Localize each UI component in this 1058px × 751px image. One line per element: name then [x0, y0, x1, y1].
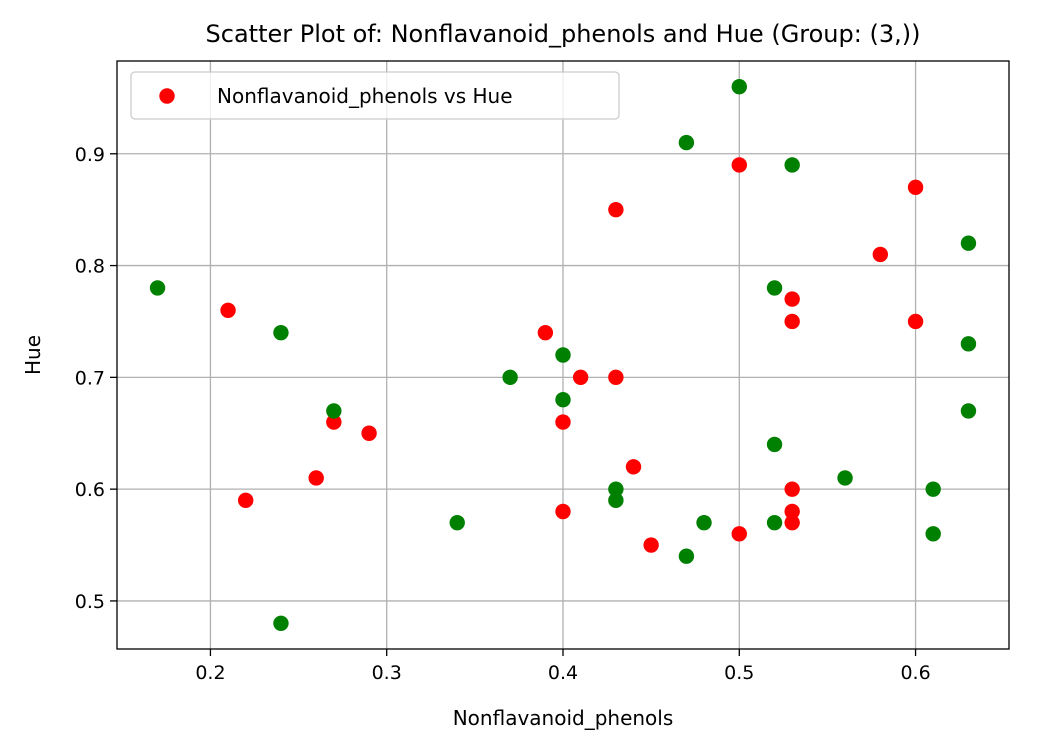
data-point-series-2 — [766, 436, 783, 453]
data-point-series-2 — [608, 492, 624, 509]
data-point-series-2 — [449, 514, 465, 531]
data-point-series-1 — [907, 179, 924, 196]
data-point-series-2 — [925, 481, 941, 497]
data-point-series-2 — [149, 280, 166, 296]
data-point-series-1 — [326, 414, 342, 430]
data-point-series-2 — [731, 79, 747, 95]
legend: Nonflavanoid_phenols vs Hue — [130, 71, 620, 120]
data-point-series-1 — [220, 302, 236, 318]
data-point-series-1 — [784, 313, 800, 330]
data-point-series-2 — [960, 336, 977, 352]
x-axis-label: Nonflavanoid_phenols — [453, 706, 674, 730]
chart-title: Scatter Plot of: Nonflavanoid_phenols an… — [206, 20, 921, 48]
data-point-series-2 — [960, 403, 977, 419]
x-tick-label: 0.2 — [195, 662, 225, 684]
data-point-series-1 — [784, 481, 800, 497]
data-point-series-2 — [273, 324, 289, 341]
data-point-series-1 — [907, 313, 924, 330]
legend-box — [130, 71, 620, 120]
data-point-series-2 — [502, 369, 518, 386]
data-point-series-2 — [555, 392, 571, 408]
y-tick-label: 0.9 — [75, 144, 105, 166]
data-point-series-1 — [537, 324, 554, 341]
data-point-series-2 — [960, 235, 977, 251]
data-points — [149, 79, 977, 631]
data-point-series-2 — [925, 526, 941, 542]
x-tick-label: 0.5 — [724, 662, 754, 684]
data-point-series-2 — [678, 548, 695, 564]
data-point-series-1 — [872, 246, 889, 263]
data-point-series-2 — [837, 470, 853, 486]
data-point-series-1 — [625, 459, 642, 475]
y-tick-label: 0.7 — [75, 367, 105, 389]
data-point-series-2 — [766, 280, 783, 296]
y-tick-label: 0.6 — [75, 479, 105, 501]
x-tick-label: 0.3 — [372, 662, 402, 684]
legend-marker — [159, 88, 175, 104]
data-point-series-1 — [361, 425, 377, 441]
data-point-series-1 — [608, 369, 624, 386]
axis-ticks: 0.2 0.3 0.4 0.5 0.6 0.5 0.6 0.7 0.8 0.9 — [75, 144, 931, 684]
data-point-series-2 — [678, 134, 695, 151]
data-point-series-1 — [308, 470, 324, 486]
data-point-series-1 — [643, 537, 659, 553]
data-point-series-2 — [784, 157, 800, 173]
legend-label: Nonflavanoid_phenols vs Hue — [217, 84, 513, 108]
data-point-series-1 — [555, 414, 571, 430]
y-tick-label: 0.8 — [75, 256, 105, 278]
data-point-series-1 — [784, 291, 800, 307]
data-point-series-2 — [696, 514, 712, 531]
data-point-series-2 — [555, 347, 571, 363]
data-point-series-1 — [237, 492, 254, 509]
data-point-series-2 — [766, 514, 783, 531]
data-point-series-1 — [608, 201, 624, 218]
data-point-series-1 — [572, 369, 589, 386]
data-point-series-2 — [273, 615, 289, 631]
data-point-series-2 — [608, 481, 624, 497]
data-point-series-1 — [555, 503, 571, 520]
x-tick-label: 0.4 — [548, 662, 578, 684]
data-point-series-2 — [326, 403, 342, 419]
data-point-series-1 — [731, 526, 747, 542]
x-tick-label: 0.6 — [900, 662, 930, 684]
data-point-series-1 — [731, 157, 747, 173]
data-point-series-1 — [784, 503, 800, 520]
y-tick-label: 0.5 — [75, 591, 105, 613]
y-axis-label: Hue — [21, 335, 45, 375]
data-point-series-1 — [784, 514, 800, 531]
